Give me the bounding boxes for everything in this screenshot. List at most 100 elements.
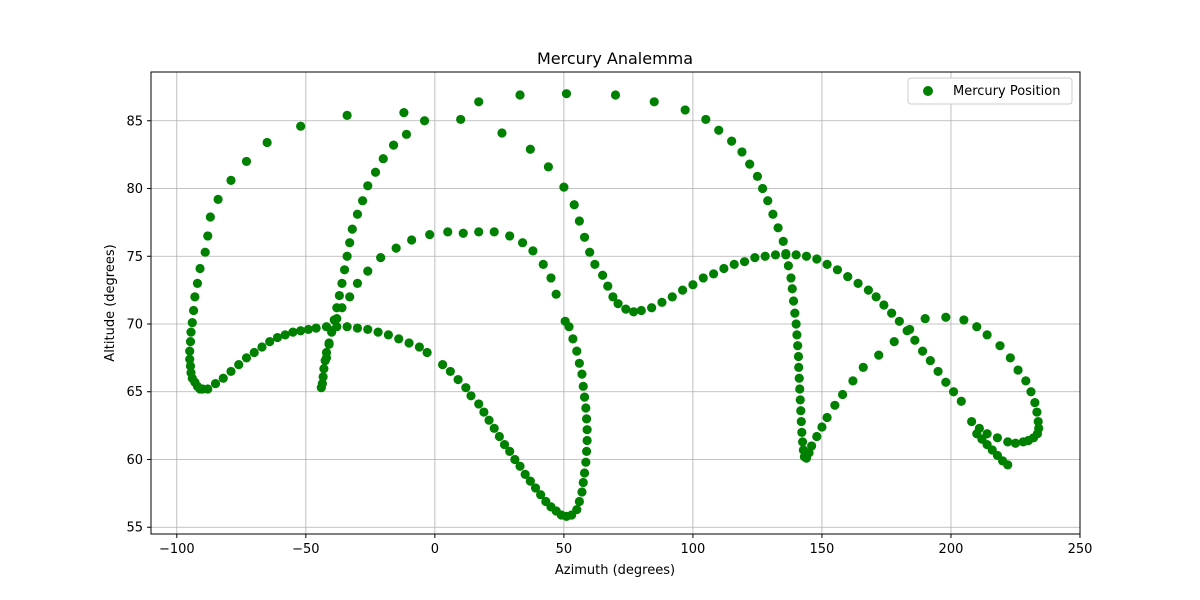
data-point	[185, 361, 196, 371]
data-point	[807, 441, 817, 451]
data-point	[296, 326, 306, 336]
data-point	[858, 362, 868, 372]
data-point	[579, 392, 590, 402]
data-point	[917, 346, 928, 356]
data-point	[745, 159, 755, 169]
data-point	[577, 369, 587, 379]
data-point	[394, 334, 404, 344]
data-point	[329, 315, 339, 325]
data-point	[311, 323, 321, 333]
data-point	[203, 231, 213, 241]
data-point	[345, 238, 355, 248]
data-point	[249, 347, 259, 358]
y-tick-label: 65	[126, 385, 143, 400]
data-point	[515, 461, 525, 471]
data-point	[352, 209, 363, 219]
data-point	[879, 300, 889, 310]
y-tick-label: 80	[126, 182, 143, 197]
data-point	[590, 259, 600, 269]
data-point	[1033, 416, 1043, 427]
data-point	[708, 269, 719, 279]
data-point	[185, 337, 196, 347]
data-point	[187, 318, 197, 328]
data-point	[265, 337, 275, 347]
data-point	[737, 147, 747, 157]
data-point	[528, 246, 538, 256]
data-point	[783, 261, 793, 271]
data-point	[474, 97, 484, 107]
data-point	[967, 416, 977, 427]
data-point	[536, 490, 546, 500]
data-point	[701, 114, 711, 125]
data-point	[407, 235, 417, 245]
data-point	[352, 278, 363, 288]
data-point	[316, 383, 326, 393]
data-point	[797, 437, 808, 447]
data-point	[186, 327, 196, 337]
data-point	[959, 315, 969, 325]
data-point	[757, 183, 768, 194]
data-point	[1003, 460, 1013, 470]
data-point	[581, 403, 591, 413]
data-point	[401, 129, 412, 139]
data-point	[597, 270, 608, 280]
data-point	[569, 200, 579, 210]
data-point	[793, 341, 803, 351]
y-axis-label: Altitude (degrees)	[103, 244, 118, 361]
data-point	[790, 308, 800, 318]
data-point	[419, 116, 430, 126]
data-point	[729, 259, 739, 269]
x-tick-label: 250	[1068, 542, 1093, 557]
data-point	[574, 496, 584, 507]
data-point	[376, 253, 386, 263]
data-point	[680, 105, 690, 115]
data-point	[213, 194, 223, 204]
data-point	[530, 483, 541, 493]
x-axis-label: Azimuth (degrees)	[555, 563, 675, 578]
data-point	[603, 281, 613, 291]
data-point	[363, 181, 373, 191]
data-point	[546, 273, 556, 283]
data-point	[404, 338, 414, 348]
data-point	[262, 137, 272, 148]
data-point	[352, 323, 363, 333]
data-point	[797, 427, 807, 437]
x-tick-label: −50	[292, 542, 319, 557]
data-point	[479, 407, 489, 417]
data-point	[484, 415, 494, 425]
data-point	[902, 326, 912, 336]
data-point	[489, 423, 499, 433]
data-point	[1018, 437, 1028, 447]
data-point	[621, 304, 631, 314]
data-point	[610, 90, 621, 100]
data-point	[241, 353, 252, 363]
data-point	[561, 89, 572, 99]
data-point	[280, 330, 290, 340]
data-point	[399, 108, 409, 118]
data-point	[494, 431, 504, 442]
data-point	[822, 412, 832, 423]
data-point	[688, 280, 698, 290]
data-point	[649, 97, 659, 107]
data-point	[995, 341, 1005, 351]
data-point	[581, 457, 591, 467]
data-point	[812, 254, 822, 264]
data-point	[358, 196, 368, 206]
data-point	[788, 296, 799, 306]
data-point	[982, 330, 992, 340]
data-point	[910, 335, 920, 345]
data-point	[894, 316, 904, 326]
data-point	[339, 265, 350, 275]
data-point	[188, 305, 199, 316]
data-point	[770, 250, 781, 260]
data-point	[773, 223, 783, 233]
data-point	[628, 307, 639, 317]
data-point	[510, 454, 520, 465]
data-point	[792, 330, 802, 340]
data-point	[347, 224, 357, 234]
data-point	[334, 290, 344, 301]
data-point	[1013, 365, 1023, 375]
data-point	[1010, 438, 1021, 448]
data-point	[342, 322, 352, 332]
data-point	[579, 232, 590, 242]
